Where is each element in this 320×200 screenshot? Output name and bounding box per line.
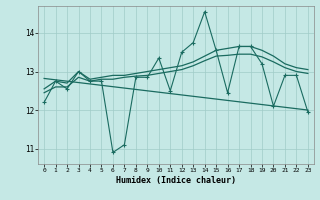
- X-axis label: Humidex (Indice chaleur): Humidex (Indice chaleur): [116, 176, 236, 185]
